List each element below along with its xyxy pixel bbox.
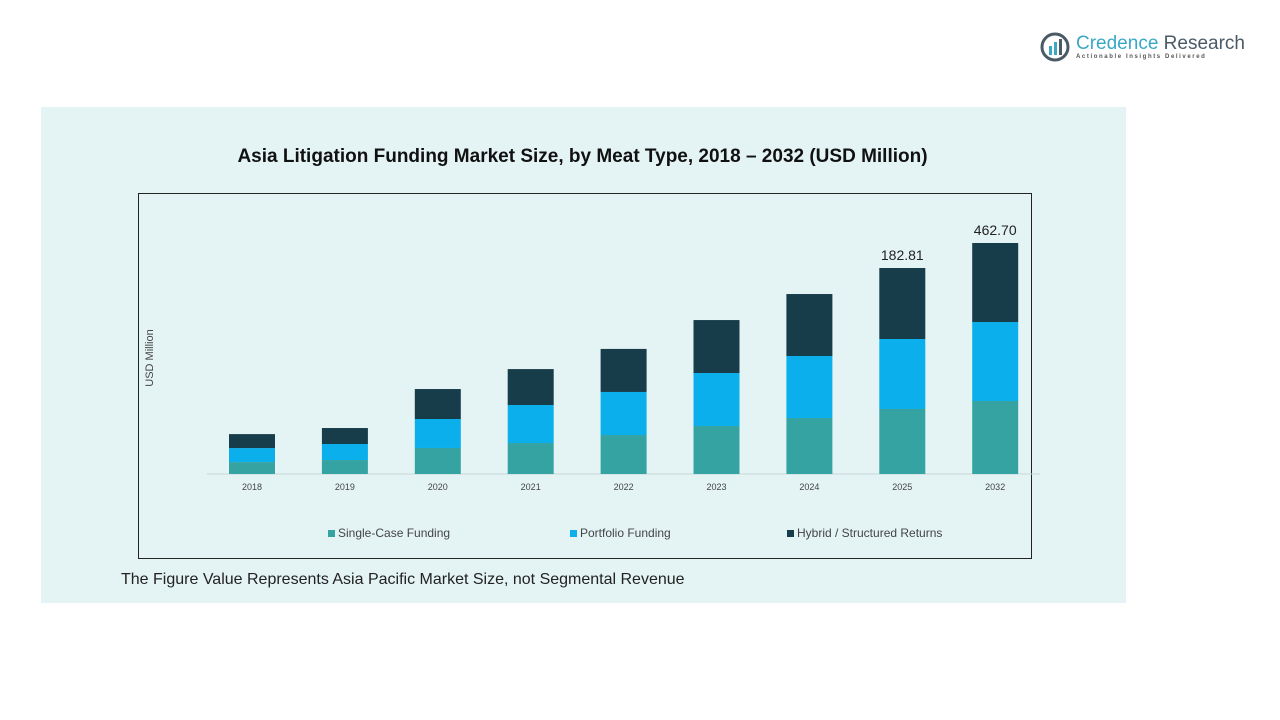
x-tick-label: 2025 (892, 482, 912, 492)
bar-segment-2021-1 (507, 405, 554, 444)
logo-name-2: Research (1163, 33, 1245, 54)
bar-segment-2021-2 (507, 369, 554, 406)
legend-item-portfolio: Portfolio Funding (570, 526, 671, 540)
footnote: The Figure Value Represents Asia Pacific… (121, 571, 685, 588)
logo-name-1: Credence (1076, 33, 1159, 54)
plot-area (138, 193, 1032, 559)
bar-segment-2019-1 (321, 444, 368, 461)
bar-segment-2019-2 (321, 428, 368, 445)
bar-segment-2025-2 (879, 268, 926, 339)
legend-swatch (570, 529, 577, 537)
bar-segment-2019-0 (321, 460, 368, 474)
x-tick-label: 2019 (335, 482, 355, 492)
legend-swatch (787, 529, 794, 537)
x-tick-label: 2023 (706, 482, 726, 492)
bar-segment-2020-0 (414, 447, 461, 474)
bar-segment-2018-1 (229, 448, 275, 463)
bar-segment-2024-1 (786, 356, 833, 418)
bar-segment-2022-1 (600, 391, 647, 436)
data-label: 462.70 (974, 222, 1017, 238)
bar-segment-2021-0 (507, 443, 554, 474)
chart-panel (41, 107, 1126, 603)
bar-segment-2022-0 (600, 435, 647, 474)
legend-swatch (328, 529, 335, 537)
bar-segment-2020-2 (414, 389, 461, 420)
x-tick-label: 2018 (242, 482, 262, 492)
legend-item-hybrid: Hybrid / Structured Returns (787, 526, 942, 540)
bar-segment-2032-1 (972, 322, 1019, 402)
legend-label: Single-Case Funding (338, 526, 451, 540)
credence-research-logo: Credence Research Actionable Insights De… (1040, 32, 1245, 62)
x-tick-label: 2032 (985, 482, 1005, 492)
bar-segment-2018-2 (229, 434, 275, 449)
x-tick-label: 2022 (614, 482, 634, 492)
bar-segment-2023-1 (693, 373, 740, 426)
legend-item-single-case: Single-Case Funding (328, 526, 450, 540)
x-tick-label: 2021 (521, 482, 541, 492)
legend-label: Hybrid / Structured Returns (797, 526, 943, 540)
bar-segment-2024-2 (786, 294, 833, 357)
bar-segment-2032-0 (972, 401, 1019, 474)
logo-chart-icon (1040, 32, 1070, 62)
logo-tagline: Actionable Insights Delivered (1076, 54, 1207, 60)
bar-segment-2025-1 (879, 338, 926, 409)
bar-segment-2023-0 (693, 425, 740, 474)
bar-segment-2032-2 (972, 243, 1019, 323)
x-tick-label: 2024 (799, 482, 819, 492)
data-label: 182.81 (881, 247, 924, 263)
chart-title: Asia Litigation Funding Market Size, by … (237, 146, 928, 167)
legend-label: Portfolio Funding (580, 526, 671, 540)
bar-segment-2018-0 (229, 462, 275, 474)
bar-segment-2023-2 (693, 320, 740, 374)
bar-segment-2024-0 (786, 417, 833, 474)
bar-segment-2022-2 (600, 348, 647, 392)
x-tick-label: 2020 (428, 482, 448, 492)
bar-segment-2020-1 (414, 419, 461, 448)
bar-segment-2025-0 (879, 408, 926, 474)
